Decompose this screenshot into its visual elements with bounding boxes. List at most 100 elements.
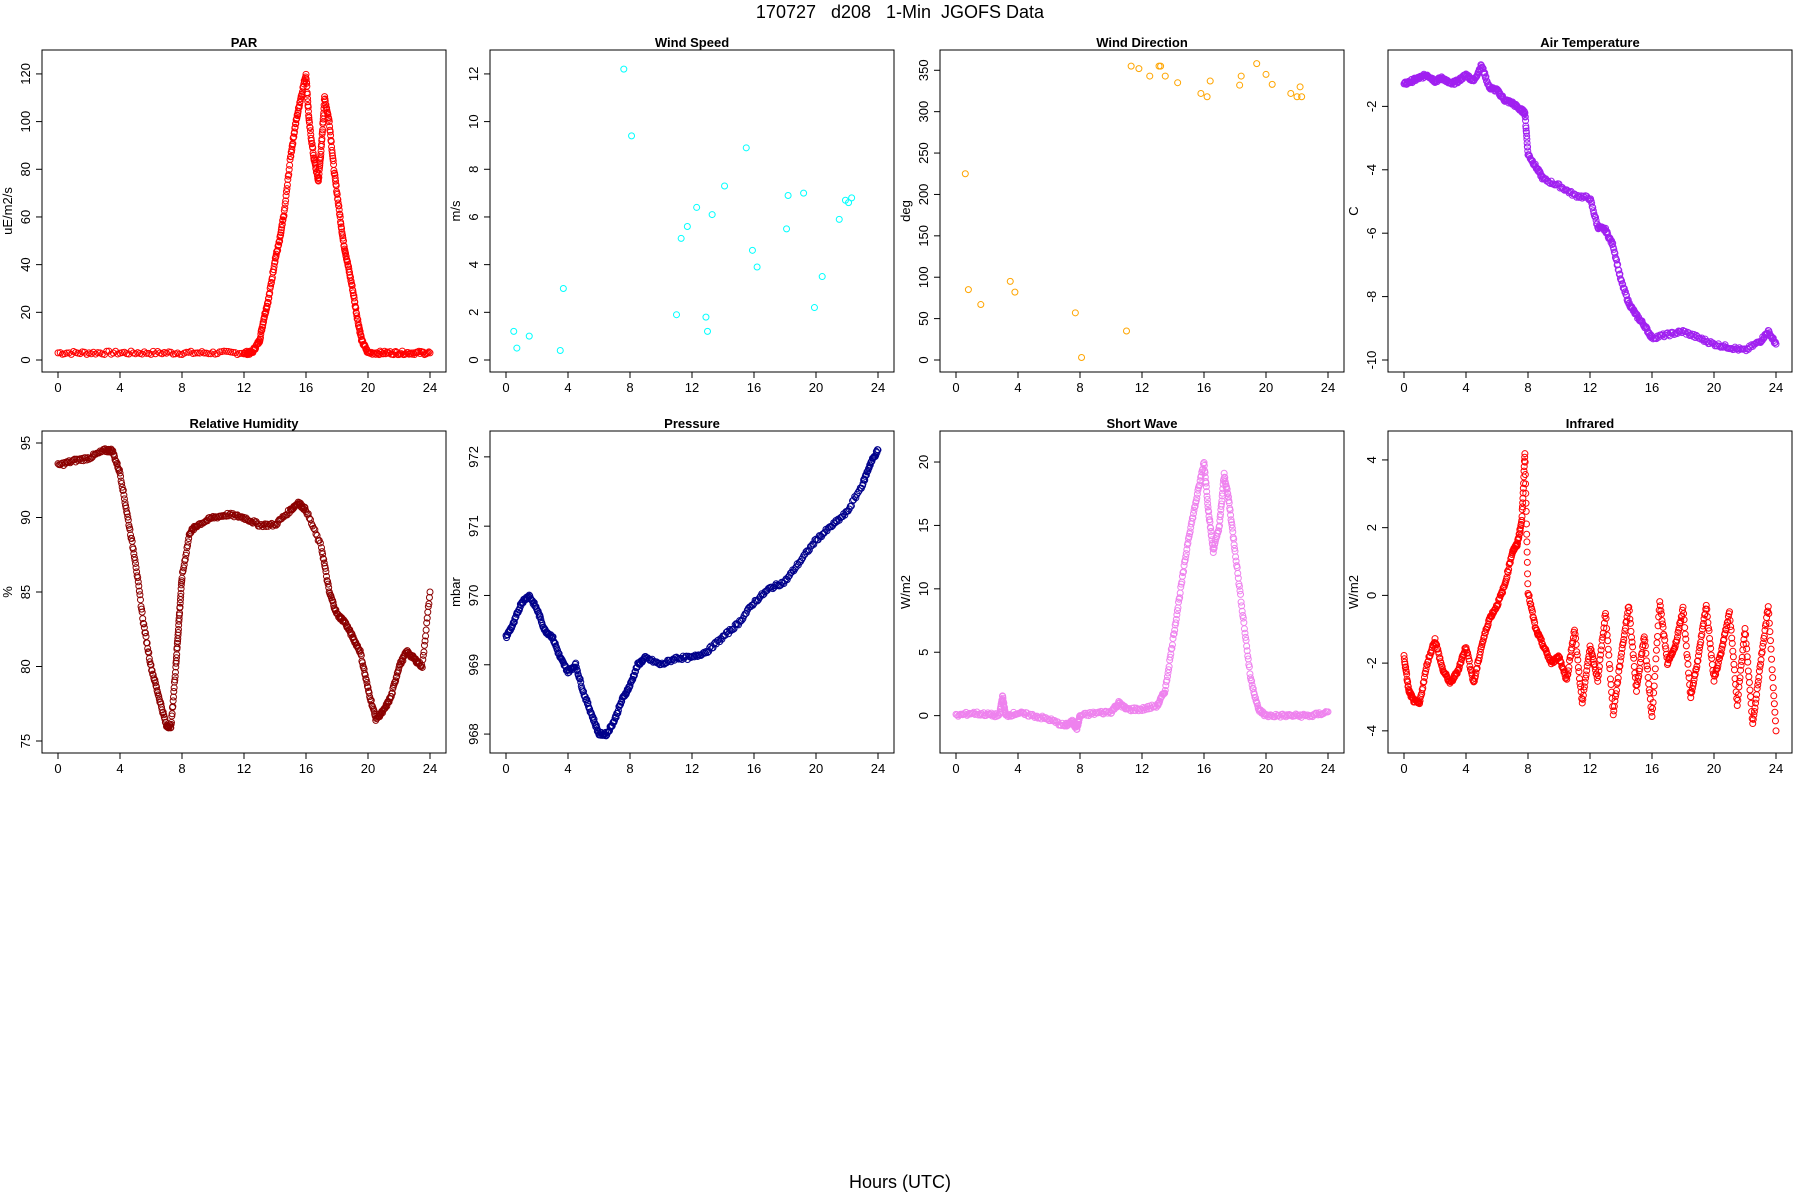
y-axis-label: W/m2 — [1346, 575, 1361, 609]
data-point — [800, 551, 808, 559]
data-point — [336, 213, 344, 221]
data-point — [1744, 658, 1752, 666]
y-tick-label: -4 — [1364, 164, 1379, 176]
data-point — [346, 626, 354, 634]
data-point — [184, 542, 192, 550]
data-point — [1616, 657, 1624, 665]
data-point — [1203, 488, 1211, 496]
data-point — [1630, 654, 1638, 662]
data-point — [1691, 670, 1699, 678]
data-point — [1766, 637, 1774, 645]
data-point — [1659, 620, 1667, 628]
data-point — [1454, 667, 1462, 675]
data-point — [352, 304, 360, 312]
data-point — [278, 220, 286, 228]
x-tick-label: 20 — [1707, 380, 1721, 395]
data-point — [1236, 587, 1244, 595]
data-point — [1604, 230, 1612, 238]
data-point — [1702, 601, 1710, 609]
data-point — [1465, 657, 1473, 665]
data-point — [124, 513, 132, 521]
data-point — [1240, 619, 1248, 627]
data-point — [1172, 615, 1180, 623]
data-point — [356, 327, 364, 335]
data-point — [1592, 216, 1600, 224]
data-point — [1199, 465, 1207, 473]
data-point — [1661, 642, 1669, 650]
data-point — [421, 637, 429, 645]
data-point — [1579, 695, 1587, 703]
data-point — [673, 311, 680, 319]
data-point — [704, 327, 711, 335]
data-point — [1521, 458, 1529, 466]
data-point — [1575, 668, 1583, 676]
x-tick-label: 16 — [299, 380, 313, 395]
y-tick-label: 100 — [916, 266, 931, 288]
data-point — [1657, 607, 1665, 615]
data-point — [1241, 629, 1249, 637]
data-point — [1242, 633, 1250, 641]
chart-title: Infrared — [1566, 416, 1614, 431]
data-point — [1699, 620, 1707, 628]
x-tick-label: 16 — [747, 761, 761, 776]
data-point — [306, 127, 314, 135]
data-point — [1619, 638, 1627, 646]
data-point — [258, 323, 266, 331]
data-point — [176, 603, 184, 611]
data-point — [316, 539, 324, 547]
data-point — [349, 287, 357, 295]
x-tick-label: 0 — [54, 380, 61, 395]
data-point — [1771, 708, 1779, 716]
data-point — [272, 521, 280, 529]
data-point — [419, 651, 427, 659]
data-point — [1123, 327, 1130, 335]
data-point — [285, 171, 293, 179]
data-point — [1175, 598, 1183, 606]
data-point — [1641, 637, 1649, 645]
data-point — [1739, 640, 1747, 648]
data-point — [337, 220, 345, 228]
chart-panel-7: Short Wave W/m2 0 4 8 12 16 20 24 0 5 10 15 20 — [898, 416, 1345, 776]
data-point — [1652, 646, 1660, 654]
chart-title: PAR — [231, 35, 258, 50]
x-axis-caption: Hours (UTC) — [849, 1172, 951, 1192]
data-point — [1726, 608, 1733, 616]
data-point — [305, 514, 313, 522]
data-point — [1582, 674, 1590, 682]
chart-panel-6: Pressure mbar 0 4 8 12 16 20 24 968 969 970 971 972 — [448, 416, 895, 776]
x-tick-label: 16 — [1645, 380, 1659, 395]
chart-title: Relative Humidity — [189, 416, 299, 431]
data-point — [1481, 69, 1489, 77]
data-point — [138, 605, 146, 613]
data-point — [1584, 659, 1592, 667]
data-point — [263, 302, 271, 310]
data-point — [1614, 678, 1622, 686]
data-point — [1248, 677, 1256, 685]
chart-title: Wind Direction — [1096, 35, 1188, 50]
data-point — [1228, 524, 1236, 532]
data-point — [1763, 614, 1771, 622]
data-point — [1207, 524, 1215, 532]
data-point — [1169, 635, 1177, 643]
x-tick-label: 4 — [116, 380, 123, 395]
data-point — [1518, 513, 1526, 521]
x-tick-label: 24 — [423, 380, 437, 395]
data-point — [270, 262, 278, 270]
data-point — [200, 518, 208, 526]
y-tick-label: 80 — [18, 659, 33, 673]
data-point — [611, 717, 618, 725]
data-point — [1606, 675, 1614, 683]
data-point — [1704, 619, 1712, 627]
data-point — [1402, 663, 1410, 671]
y-tick-label: 200 — [916, 184, 931, 206]
data-point — [1695, 648, 1703, 656]
data-point — [283, 188, 291, 196]
data-point — [1515, 533, 1523, 541]
data-point — [1168, 644, 1176, 652]
data-point — [1506, 559, 1514, 567]
data-point — [305, 116, 313, 124]
data-point — [320, 555, 328, 563]
data-point — [1629, 651, 1637, 659]
data-point — [862, 471, 870, 479]
data-point — [1681, 624, 1689, 632]
